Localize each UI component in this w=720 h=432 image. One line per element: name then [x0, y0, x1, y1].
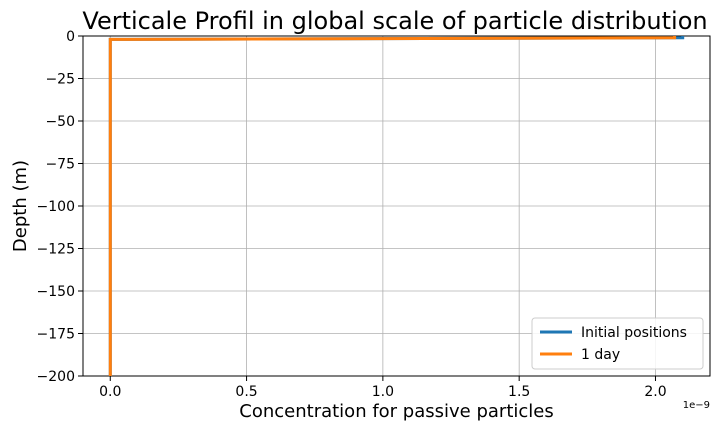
- x-axis-label: Concentration for passive particles: [239, 401, 553, 422]
- x-axis-offset-label: 1e−9: [683, 400, 710, 411]
- legend-box: [531, 317, 704, 370]
- x-tick-label: 2.0: [644, 384, 666, 400]
- y-tick-label: −25: [45, 72, 75, 88]
- x-tick-label: 1.0: [372, 384, 394, 400]
- y-tick-label: −150: [37, 284, 75, 300]
- legend: Initial positions 1 day: [531, 317, 704, 370]
- legend-label-1-day: 1 day: [581, 347, 620, 363]
- y-tick-label: 0: [66, 29, 75, 45]
- chart-title: Verticale Profil in global scale of part…: [82, 7, 707, 35]
- y-tick-label: −50: [45, 114, 75, 130]
- x-tick-label: 0.5: [235, 384, 257, 400]
- x-tick-label: 1.5: [508, 384, 530, 400]
- series-layer: [108, 36, 685, 376]
- ticks: 0.0 0.5 1.0 1.5 2.0 0 −25 −50 −75 −100 −125 −150 −17…: [37, 29, 667, 400]
- y-axis-label: Depth (m): [10, 160, 31, 252]
- y-tick-label: −125: [37, 242, 75, 258]
- y-tick-label: −200: [37, 369, 75, 385]
- y-tick-label: −175: [37, 327, 75, 343]
- x-tick-label: 0.0: [99, 384, 121, 400]
- y-tick-label: −100: [37, 199, 75, 215]
- legend-label-initial-positions: Initial positions: [581, 325, 687, 341]
- series-line-1: [108, 36, 677, 376]
- y-tick-label: −75: [45, 157, 75, 173]
